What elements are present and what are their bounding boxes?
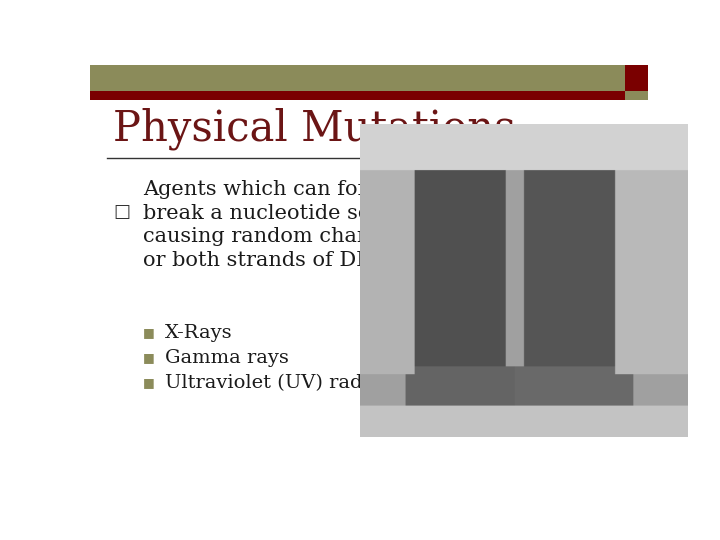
Text: or both strands of DNA: or both strands of DNA (143, 251, 390, 270)
Text: ■: ■ (143, 376, 155, 389)
Text: Gamma rays: Gamma rays (166, 349, 289, 367)
Text: Effects of radiation: Effects of radiation (423, 422, 572, 436)
Text: break a nucleotide sequence: break a nucleotide sequence (143, 204, 447, 222)
Text: ■: ■ (143, 352, 155, 365)
Bar (90, 65, 648, 91)
Text: ■: ■ (143, 327, 155, 340)
Bar (369, 160, 623, 402)
Text: □: □ (114, 204, 130, 221)
Text: Physical Mutations: Physical Mutations (114, 108, 516, 151)
Bar (624, 65, 648, 91)
Bar (90, 91, 648, 100)
Text: causing random changes in one: causing random changes in one (143, 227, 479, 246)
Text: X-Rays: X-Rays (166, 324, 233, 342)
Text: Ultraviolet (UV) radiation: Ultraviolet (UV) radiation (166, 374, 419, 392)
Text: Agents which can forcibly: Agents which can forcibly (143, 180, 418, 199)
Bar (624, 91, 648, 100)
